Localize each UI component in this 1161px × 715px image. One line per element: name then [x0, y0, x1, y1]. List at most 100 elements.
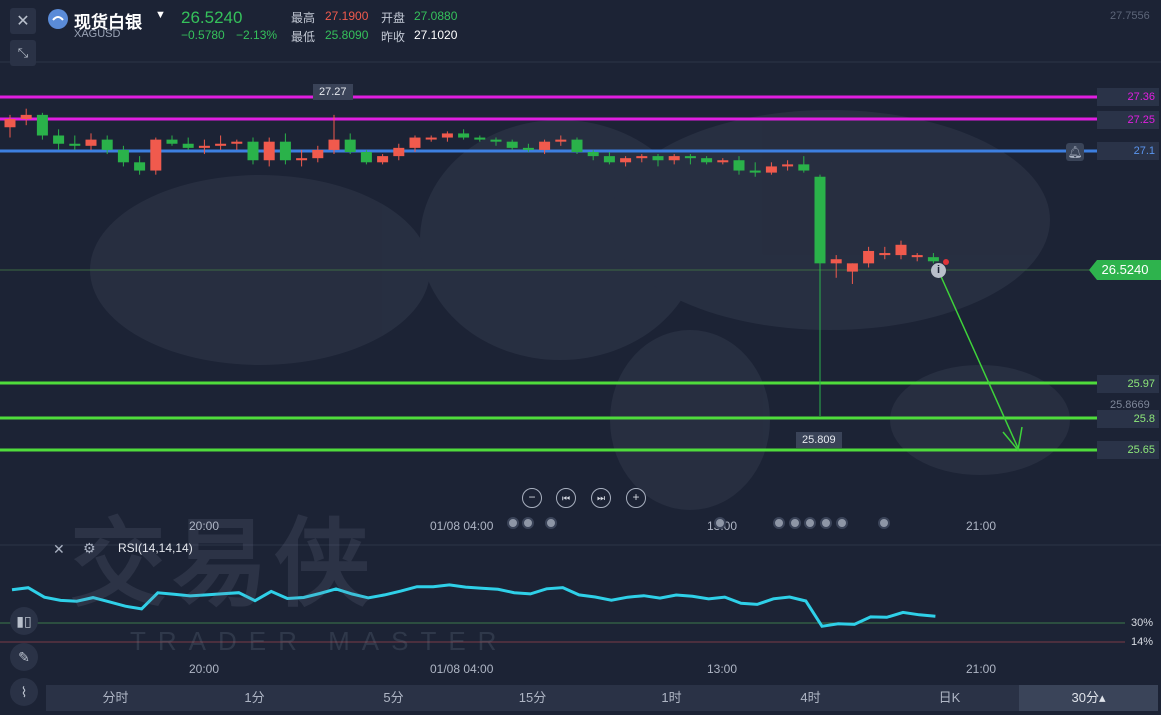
alert-bell-icon[interactable]: 🔔︎ — [1066, 143, 1084, 161]
high-value: 27.1900 — [325, 9, 369, 23]
tab-timeframe[interactable]: 日K — [938, 690, 961, 705]
time-label: 01/08 04:00 — [430, 519, 494, 533]
candle-body — [636, 156, 648, 159]
tab-timeframe-selected[interactable]: 30分▴ — [1019, 685, 1158, 711]
level-tag-27.36[interactable]: 27.36 — [1097, 88, 1159, 106]
candle-body — [215, 143, 227, 146]
candle-body — [782, 164, 794, 167]
candle-body — [134, 162, 146, 171]
remove-indicator-icon[interactable]: ✕ — [53, 541, 65, 557]
shrink-icon: ⤡ — [17, 45, 29, 60]
zoom-out-button[interactable]: − — [522, 488, 542, 508]
notification-dot — [943, 259, 949, 265]
time-label: 20:00 — [189, 662, 220, 676]
event-marker[interactable] — [878, 517, 890, 529]
level-tag-27.25[interactable]: 27.25 — [1097, 111, 1159, 129]
scroll-end-button[interactable]: ⏭ — [591, 488, 611, 508]
candle-body — [85, 139, 97, 146]
event-marker[interactable] — [714, 517, 726, 529]
candle-body — [798, 164, 810, 171]
candle-body — [312, 149, 324, 159]
time-label: 01/08 04:00 — [430, 662, 494, 676]
candle-body — [36, 114, 48, 136]
candle-body — [231, 141, 243, 144]
candle-body — [814, 176, 826, 264]
level-tag-25.97[interactable]: 25.97 — [1097, 375, 1159, 393]
indicator-settings-icon[interactable]: ⚙︎ — [83, 540, 96, 556]
candle-body — [474, 137, 486, 140]
symbol-dropdown-icon[interactable]: ▼ — [155, 9, 166, 21]
candle-body — [247, 141, 259, 161]
event-marker[interactable] — [836, 517, 848, 529]
candle-body — [717, 160, 729, 163]
close-icon: ✕ — [16, 13, 30, 30]
tab-timeframe[interactable]: 1分 — [244, 690, 265, 705]
event-marker[interactable] — [545, 517, 557, 529]
event-marker[interactable] — [773, 517, 785, 529]
candle-body — [393, 147, 405, 157]
event-marker[interactable] — [789, 517, 801, 529]
candle-body — [166, 139, 178, 144]
open-value: 27.0880 — [414, 9, 458, 23]
level-tag-25.8[interactable]: 25.8 — [1097, 410, 1159, 428]
event-marker[interactable] — [507, 517, 519, 529]
axis-mid-value: 25.8669 — [1110, 399, 1150, 411]
candle-body — [53, 135, 65, 144]
close-button[interactable]: ✕ — [10, 8, 36, 34]
candle-body — [749, 170, 761, 173]
candlestick-series — [4, 108, 939, 416]
candle-body — [4, 119, 16, 128]
time-label: 13:00 — [707, 662, 738, 676]
info-icon[interactable]: i — [931, 263, 946, 278]
candle-body — [765, 166, 777, 173]
collapse-button[interactable]: ⤡ — [10, 40, 36, 66]
rsi-label: RSI(14,14,14) — [118, 541, 193, 555]
candle-body — [652, 156, 664, 161]
candle-body — [182, 143, 194, 148]
time-label: 21:00 — [966, 662, 997, 676]
candle-body — [668, 156, 680, 161]
watermark-subtitle: TRADER MASTER — [130, 626, 509, 656]
candle-body — [701, 158, 713, 163]
candle-body — [441, 133, 453, 138]
candle-body — [555, 139, 567, 142]
high-label: 最高 — [291, 11, 316, 25]
scroll-start-button[interactable]: ⏮ — [556, 488, 576, 508]
tab-timeframe[interactable]: 1时 — [661, 690, 682, 705]
high-annotation: 27.27 — [313, 84, 353, 100]
tab-timeframe[interactable]: 4时 — [800, 690, 821, 705]
event-marker[interactable] — [804, 517, 816, 529]
event-marker[interactable] — [820, 517, 832, 529]
candle-type-button[interactable]: ▮▯ — [10, 607, 38, 635]
candle-body — [425, 137, 437, 140]
logo-icon — [52, 16, 64, 21]
skip-back-icon: ⏮ — [561, 493, 571, 503]
level-tag-27.1[interactable]: 27.1 — [1097, 142, 1159, 160]
candle-body — [587, 151, 599, 157]
level-tag-25.65[interactable]: 25.65 — [1097, 441, 1159, 459]
low-label: 最低 — [291, 30, 316, 44]
tab-timeframe[interactable]: 5分 — [383, 690, 404, 705]
symbol-name[interactable]: 现货白银 — [74, 13, 142, 32]
event-marker[interactable] — [522, 517, 534, 529]
indicator-button[interactable]: ⌇ — [10, 678, 38, 706]
rsi-30-label: 30% — [1131, 617, 1154, 629]
candle-body — [506, 141, 518, 148]
timeframe-tabs: 分时 1分 5分 15分 1时 4时 日K 30分▴ — [46, 685, 1158, 711]
plus-icon: + — [632, 490, 640, 504]
candle-body — [360, 151, 372, 163]
candle-body — [571, 139, 583, 152]
prev-close-label: 昨收 — [381, 30, 406, 44]
candle-body — [263, 141, 275, 161]
candle-body — [279, 141, 291, 161]
tab-timeframe[interactable]: 分时 — [102, 690, 129, 705]
zoom-in-button[interactable]: + — [626, 488, 646, 508]
candle-body — [895, 244, 907, 256]
candle-body — [603, 156, 615, 163]
candle-body — [830, 259, 842, 264]
draw-tool-button[interactable]: ✎ — [10, 643, 38, 671]
candle-body — [198, 145, 210, 148]
low-annotation: 25.809 — [796, 432, 842, 448]
tab-timeframe[interactable]: 15分 — [518, 690, 547, 705]
